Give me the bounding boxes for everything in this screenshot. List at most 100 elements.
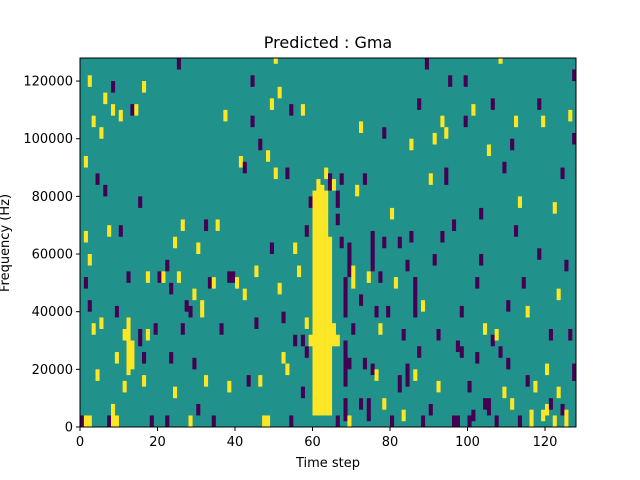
heatmap-cell-low: [397, 236, 402, 249]
heatmap-cell-low: [347, 242, 352, 278]
heatmap-cell-low: [308, 196, 313, 208]
heatmap-cell-low: [169, 352, 174, 364]
heatmap-cell-high: [320, 184, 325, 416]
heatmap-cell-high: [134, 104, 139, 116]
heatmap-cell-low: [176, 58, 181, 70]
heatmap-cell-high: [192, 288, 197, 301]
heatmap-cell-low: [95, 173, 100, 185]
heatmap-cell-low: [498, 346, 503, 358]
heatmap-cell-low: [289, 104, 294, 116]
heatmap-cell-high: [483, 323, 488, 335]
heatmap-cell-low: [467, 415, 472, 427]
heatmap-cell-high: [502, 386, 507, 399]
y-axis: 0 20000 40000 60000 80000 100000 120000: [23, 75, 80, 436]
heatmap-cell-low: [250, 115, 255, 128]
heatmap-cell-low: [548, 328, 553, 341]
heatmap-cell-low: [560, 403, 565, 416]
heatmap-cell-low: [169, 282, 174, 295]
heatmap-cell-low: [107, 415, 112, 427]
heatmap-cell-high: [111, 104, 116, 116]
heatmap-cell-low: [343, 398, 348, 422]
heatmap-cell-low: [184, 300, 189, 312]
x-tick-label: 20: [149, 435, 166, 450]
heatmap-cell-high: [95, 369, 100, 381]
heatmap-cell-high: [87, 415, 92, 427]
heatmap-cell-high: [266, 415, 271, 427]
heatmap-cell-high: [568, 109, 573, 122]
y-tick-label: 100000: [23, 132, 73, 147]
heatmap-cell-low: [126, 271, 131, 283]
heatmap-cell-high: [421, 300, 426, 312]
heatmap-cell-low: [300, 334, 305, 347]
heatmap-cell-low: [165, 259, 170, 272]
heatmap-cell-high: [514, 115, 519, 128]
heatmap-cell-low: [494, 415, 499, 427]
heatmap-cell-high: [188, 415, 193, 427]
y-tick-label: 0: [65, 421, 73, 436]
heatmap-cell-low: [560, 167, 565, 180]
heatmap-cell-low: [103, 184, 108, 197]
heatmap-cell-low: [510, 138, 515, 151]
heatmap-cell-high: [351, 265, 356, 289]
heatmap-cell-high: [498, 58, 503, 64]
heatmap-cell-high: [266, 150, 271, 162]
heatmap-cell-low: [506, 300, 511, 312]
heatmap-cell-high: [293, 242, 298, 255]
heatmap-cell-low: [207, 277, 212, 289]
heatmap-cell-high: [145, 271, 150, 283]
y-tick-label: 120000: [23, 75, 73, 90]
heatmap-cell-low: [130, 104, 135, 116]
heatmap-cell-low: [138, 328, 143, 347]
heatmap-cell-high: [130, 340, 135, 370]
heatmap-cell-high: [126, 317, 131, 376]
heatmap-cell-low: [304, 346, 309, 358]
heatmap-cell-high: [83, 230, 88, 243]
heatmap-cell-high: [114, 415, 119, 427]
heatmap-cell-low: [506, 357, 511, 370]
heatmap-cell-high: [378, 323, 383, 335]
heatmap-cell-high: [114, 352, 119, 364]
heatmap-cell-high: [196, 242, 201, 255]
heatmap-cell-low: [157, 271, 162, 283]
heatmap-cell-low: [328, 173, 333, 191]
heatmap-cell-low: [231, 271, 236, 283]
heatmap-cell-high: [297, 265, 302, 278]
chart-title: Predicted : Gma: [264, 33, 392, 52]
heatmap-cell-high: [529, 409, 534, 427]
y-tick-label: 20000: [32, 363, 73, 378]
heatmap-cell-low: [409, 230, 414, 243]
heatmap-cell-low: [304, 225, 309, 237]
heatmap-cell-high: [413, 369, 418, 381]
heatmap-cell-low: [370, 363, 375, 376]
heatmap-cell-low: [142, 352, 147, 364]
heatmap-cell-low: [537, 248, 542, 260]
heatmap-cell-high: [111, 403, 116, 416]
heatmap-cell-low: [281, 311, 286, 324]
x-tick-label: 0: [76, 435, 84, 450]
heatmap-cell-high: [510, 398, 515, 410]
heatmap-cell-low: [114, 305, 119, 318]
heatmap-cell-low: [459, 305, 464, 318]
heatmap-cell-high: [552, 202, 557, 214]
heatmap-cell-high: [273, 167, 278, 180]
heatmap-cell-high: [471, 104, 476, 116]
heatmap-cell-low: [339, 173, 344, 185]
heatmap-cell-low: [138, 196, 143, 208]
heatmap-cell-high: [238, 156, 243, 168]
heatmap-cell-high: [312, 190, 317, 416]
heatmap-cell-low: [401, 328, 406, 341]
heatmap-cell-low: [382, 236, 387, 249]
heatmap-cell-low: [572, 69, 577, 82]
heatmap-cell-low: [471, 409, 476, 422]
heatmap-cell-high: [242, 288, 247, 301]
heatmap-cell-high: [347, 415, 352, 427]
heatmap-cell-high: [87, 254, 92, 266]
heatmap-cell-high: [541, 115, 546, 128]
heatmap-cell-low: [370, 230, 375, 272]
x-tick-label: 120: [533, 435, 558, 450]
heatmap-cell-high: [545, 363, 550, 376]
heatmap-cell-low: [359, 398, 364, 410]
y-tick-label: 80000: [32, 190, 73, 205]
heatmap-cell-low: [149, 415, 154, 427]
heatmap-cell-low: [374, 305, 379, 318]
